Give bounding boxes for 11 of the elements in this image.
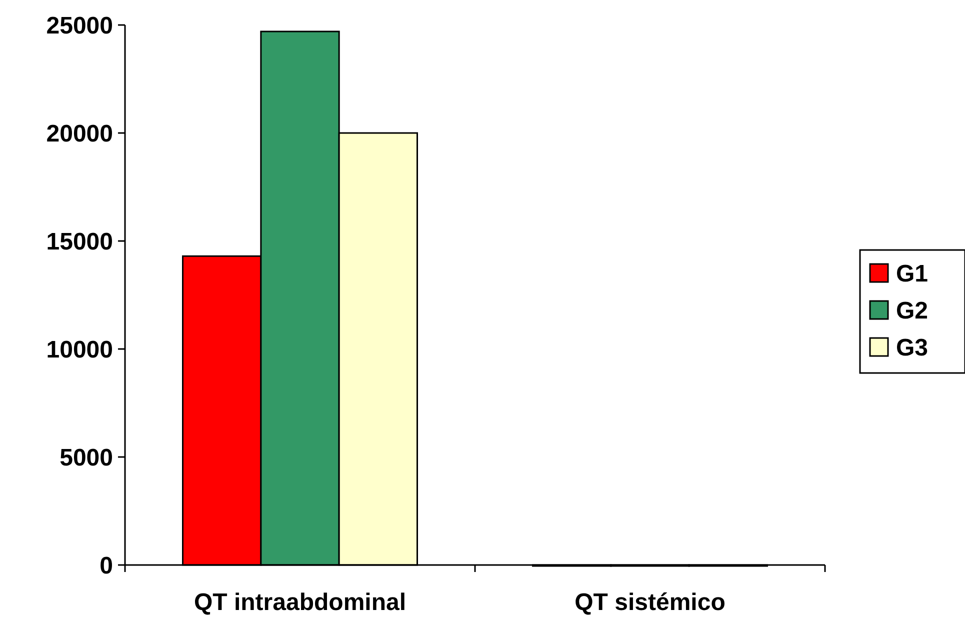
legend-label: G2 xyxy=(896,297,928,324)
legend-label: G1 xyxy=(896,260,928,288)
y-tick-label: 5000 xyxy=(60,444,113,472)
y-tick-label: 10000 xyxy=(46,336,113,364)
y-tick-label: 20000 xyxy=(46,120,113,148)
y-tick-label: 0 xyxy=(100,552,113,580)
x-tick-label: QT sistémico xyxy=(574,589,726,616)
legend-label: G3 xyxy=(896,334,928,362)
x-tick-label: QT intraabdominal xyxy=(194,589,406,616)
y-tick-label: 15000 xyxy=(46,228,113,256)
y-tick-label: 25000 xyxy=(46,12,113,40)
